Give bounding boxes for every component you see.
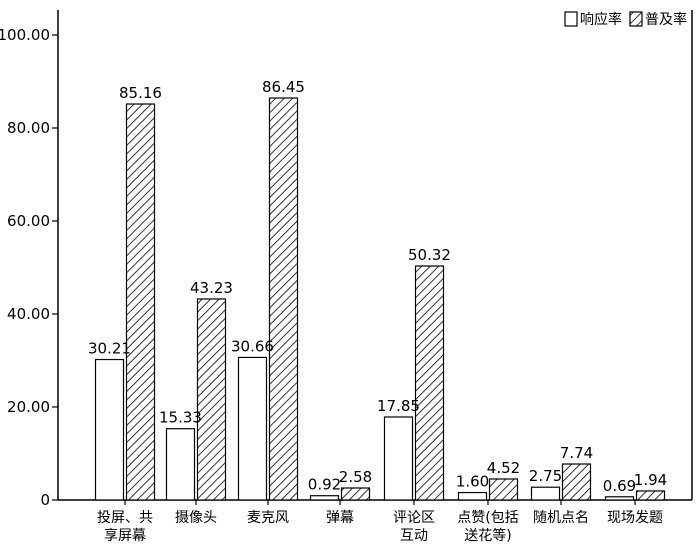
bar-value-label: 4.52	[487, 459, 520, 477]
bar-coverage-rate	[340, 487, 371, 501]
bar-coverage-rate	[561, 463, 592, 501]
y-tick-label: 40.00	[7, 305, 50, 323]
bar-response-rate	[165, 428, 196, 501]
x-category-label: 点赞(包括	[457, 510, 518, 526]
value-labels: 30.21 85.16 15.33 43.23 30.66 86.45 0.922.58 17…	[88, 78, 667, 495]
bar-value-label: 43.23	[190, 279, 233, 297]
bar-value-label: 1.60	[456, 473, 489, 491]
bar-value-label: 1.94	[634, 471, 667, 489]
y-tick-label: 0	[40, 491, 50, 509]
bar-coverage-rate	[196, 298, 227, 501]
y-tick-label: 60.00	[7, 212, 50, 230]
bar-series-group	[94, 97, 666, 501]
bar-value-label: 2.58	[339, 468, 372, 486]
y-tick-label: 20.00	[7, 398, 50, 416]
bar-coverage-rate	[488, 478, 519, 501]
x-category-label: 投屏、共	[97, 510, 153, 526]
bar-value-label: 85.16	[119, 84, 162, 102]
bar-response-rate	[530, 486, 561, 501]
y-tick-label: 80.00	[7, 119, 50, 137]
plot-area: 100.00 80.00 60.00 40.00 20.00 0 30.21 85.16 15…	[0, 10, 693, 544]
x-category-label: 评论区	[393, 510, 435, 526]
bar-value-label: 7.74	[560, 444, 593, 462]
x-category-label: 摄像头	[175, 510, 217, 526]
bar-response-rate	[383, 416, 414, 501]
bar-response-rate	[457, 491, 488, 501]
bar-value-label: 30.66	[231, 337, 274, 355]
bar-value-label: 2.75	[529, 467, 562, 485]
bar-coverage-rate	[268, 97, 299, 501]
bar-value-label: 17.85	[377, 397, 420, 415]
y-tick-label: 100.00	[0, 26, 50, 44]
x-category-label: 弹幕	[326, 510, 354, 526]
bar-response-rate	[237, 356, 268, 501]
bar-value-label: 86.45	[262, 78, 305, 96]
legend-label: 响应率	[580, 11, 622, 28]
bar-value-label: 0.92	[308, 476, 341, 494]
legend-swatch-coverage	[629, 11, 643, 27]
bar-value-label: 50.32	[408, 246, 451, 264]
bar-response-rate	[94, 358, 125, 501]
bar-value-label: 15.33	[159, 409, 202, 427]
bar-coverage-rate	[125, 103, 156, 501]
x-category-label: 随机点名	[533, 510, 589, 526]
x-category-label: 现场发题	[607, 510, 663, 526]
x-category-label: 麦克风	[247, 510, 289, 526]
bar-coverage-rate	[414, 265, 445, 501]
y-axis-ticks: 100.00 80.00 60.00 40.00 20.00 0	[0, 26, 58, 509]
x-category-label: 送花等)	[464, 527, 511, 544]
legend-swatch-response	[564, 11, 578, 27]
bar-value-label: 0.69	[603, 477, 636, 495]
bar-response-rate	[604, 496, 635, 501]
legend: 响应率 普及率	[564, 11, 687, 28]
bar-response-rate	[309, 495, 340, 501]
bar-coverage-rate	[635, 490, 666, 501]
legend-label: 普及率	[645, 11, 687, 28]
x-category-label: 互动	[400, 528, 428, 544]
x-category-label: 享屏幕	[104, 527, 146, 544]
bar-value-label: 30.21	[88, 340, 131, 358]
